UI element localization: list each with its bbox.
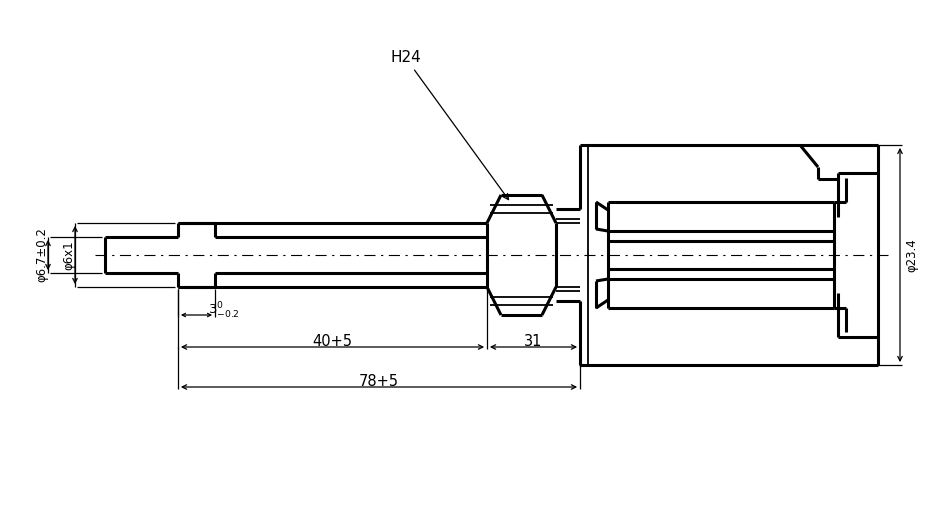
Text: 31: 31 bbox=[524, 334, 543, 349]
Text: φ6x1: φ6x1 bbox=[62, 240, 76, 270]
Text: φ23.4: φ23.4 bbox=[905, 238, 918, 272]
Text: H24: H24 bbox=[390, 50, 508, 200]
Text: $3^{0}_{-0.2}$: $3^{0}_{-0.2}$ bbox=[208, 301, 240, 321]
Text: 40+5: 40+5 bbox=[312, 334, 353, 349]
Text: 78+5: 78+5 bbox=[359, 373, 399, 388]
Text: φ6.7±0.2: φ6.7±0.2 bbox=[35, 228, 48, 282]
